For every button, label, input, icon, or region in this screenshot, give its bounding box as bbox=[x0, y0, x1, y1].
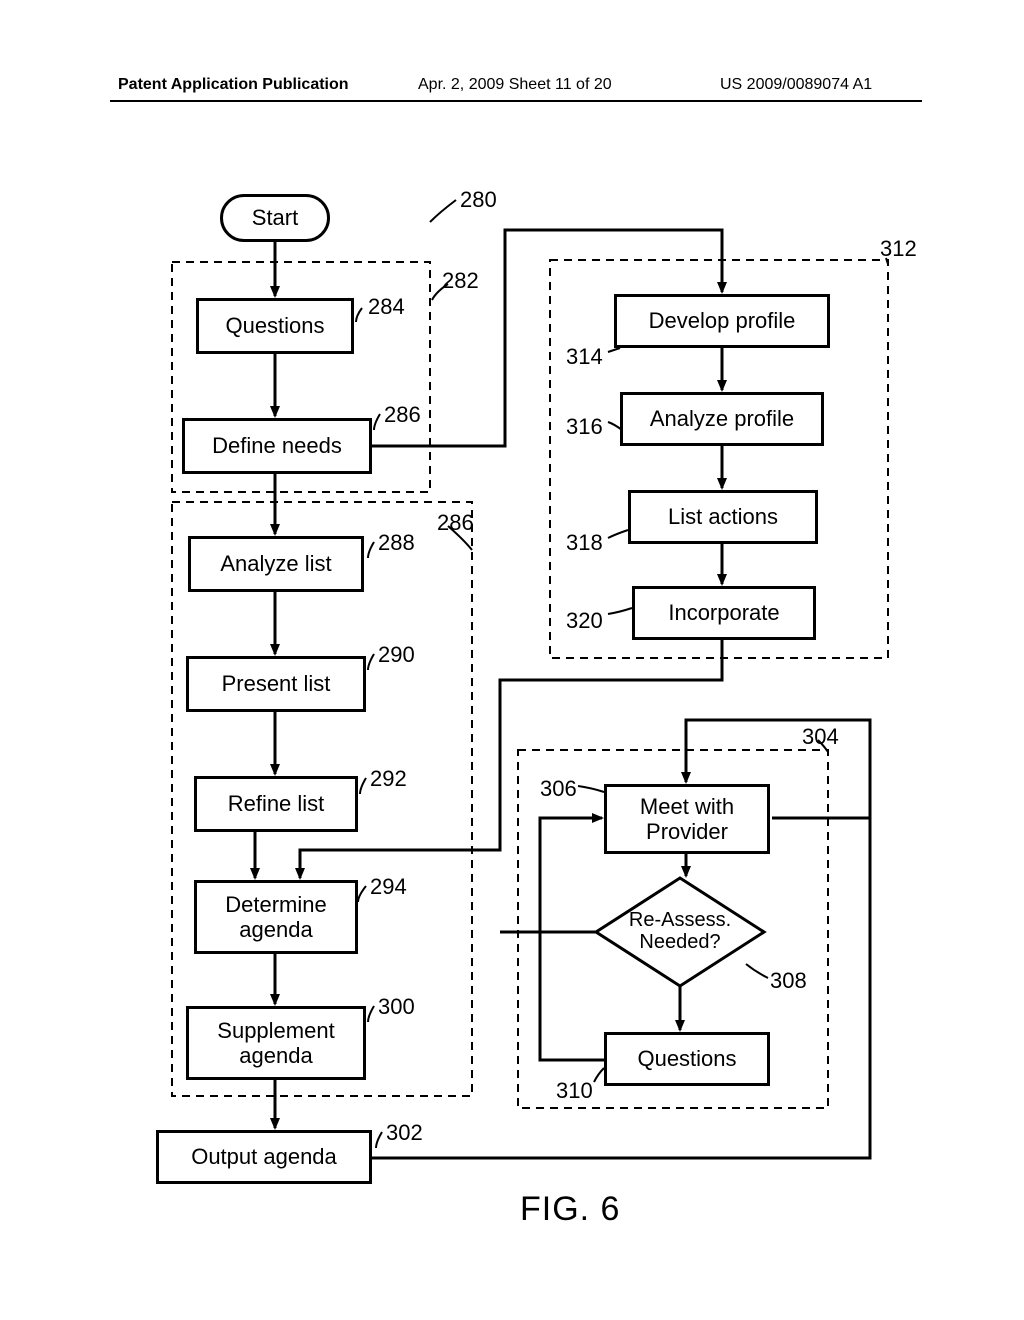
figure-label: FIG. 6 bbox=[520, 1190, 620, 1229]
ref-288: 288 bbox=[378, 530, 415, 556]
node-output-agenda-label: Output agenda bbox=[191, 1144, 337, 1169]
node-supplement-agenda: Supplementagenda bbox=[186, 1006, 366, 1080]
node-incorporate-label: Incorporate bbox=[668, 600, 779, 625]
ref-300: 300 bbox=[378, 994, 415, 1020]
node-list-actions-label: List actions bbox=[668, 504, 778, 529]
ref-312-group: 312 bbox=[880, 236, 917, 262]
node-define-needs-label: Define needs bbox=[212, 433, 342, 458]
node-meet-provider: Meet withProvider bbox=[604, 784, 770, 854]
node-start-label: Start bbox=[252, 205, 298, 230]
ref-286-group: 286 bbox=[437, 510, 474, 536]
node-define-needs: Define needs bbox=[182, 418, 372, 474]
flowchart-svg: Re-Assess. Needed? bbox=[0, 0, 1024, 1320]
node-present-list: Present list bbox=[186, 656, 366, 712]
node-develop-profile-label: Develop profile bbox=[649, 308, 796, 333]
node-determine-agenda-label: Determineagenda bbox=[225, 892, 326, 943]
node-list-actions: List actions bbox=[628, 490, 818, 544]
ref-314: 314 bbox=[566, 344, 603, 370]
page: Patent Application Publication Apr. 2, 2… bbox=[0, 0, 1024, 1320]
node-output-agenda: Output agenda bbox=[156, 1130, 372, 1184]
ref-294: 294 bbox=[370, 874, 407, 900]
node-questions-label: Questions bbox=[225, 313, 324, 338]
node-refine-list: Refine list bbox=[194, 776, 358, 832]
ref-280: 280 bbox=[460, 187, 497, 213]
ref-292: 292 bbox=[370, 766, 407, 792]
ref-286: 286 bbox=[384, 402, 421, 428]
node-analyze-list-label: Analyze list bbox=[220, 551, 331, 576]
node-determine-agenda: Determineagenda bbox=[194, 880, 358, 954]
node-questions: Questions bbox=[196, 298, 354, 354]
node-meet-provider-label: Meet withProvider bbox=[640, 794, 734, 845]
node-questions2-label: Questions bbox=[637, 1046, 736, 1071]
node-refine-list-label: Refine list bbox=[228, 791, 325, 816]
ref-290: 290 bbox=[378, 642, 415, 668]
node-analyze-profile-label: Analyze profile bbox=[650, 406, 794, 431]
ref-304-group: 304 bbox=[802, 724, 839, 750]
ref-282-group: 282 bbox=[442, 268, 479, 294]
node-start: Start bbox=[220, 194, 330, 242]
node-supplement-agenda-label: Supplementagenda bbox=[217, 1018, 334, 1069]
ref-308: 308 bbox=[770, 968, 807, 994]
node-incorporate: Incorporate bbox=[632, 586, 816, 640]
node-present-list-label: Present list bbox=[222, 671, 331, 696]
ref-284: 284 bbox=[368, 294, 405, 320]
node-develop-profile: Develop profile bbox=[614, 294, 830, 348]
ref-302: 302 bbox=[386, 1120, 423, 1146]
ref-316: 316 bbox=[566, 414, 603, 440]
node-questions2: Questions bbox=[604, 1032, 770, 1086]
ref-306: 306 bbox=[540, 776, 577, 802]
ref-310: 310 bbox=[556, 1078, 593, 1104]
decision-label-l2: Needed? bbox=[639, 931, 720, 953]
ref-318: 318 bbox=[566, 530, 603, 556]
node-analyze-list: Analyze list bbox=[188, 536, 364, 592]
node-analyze-profile: Analyze profile bbox=[620, 392, 824, 446]
decision-label-l1: Re-Assess. bbox=[629, 909, 731, 931]
ref-320: 320 bbox=[566, 608, 603, 634]
